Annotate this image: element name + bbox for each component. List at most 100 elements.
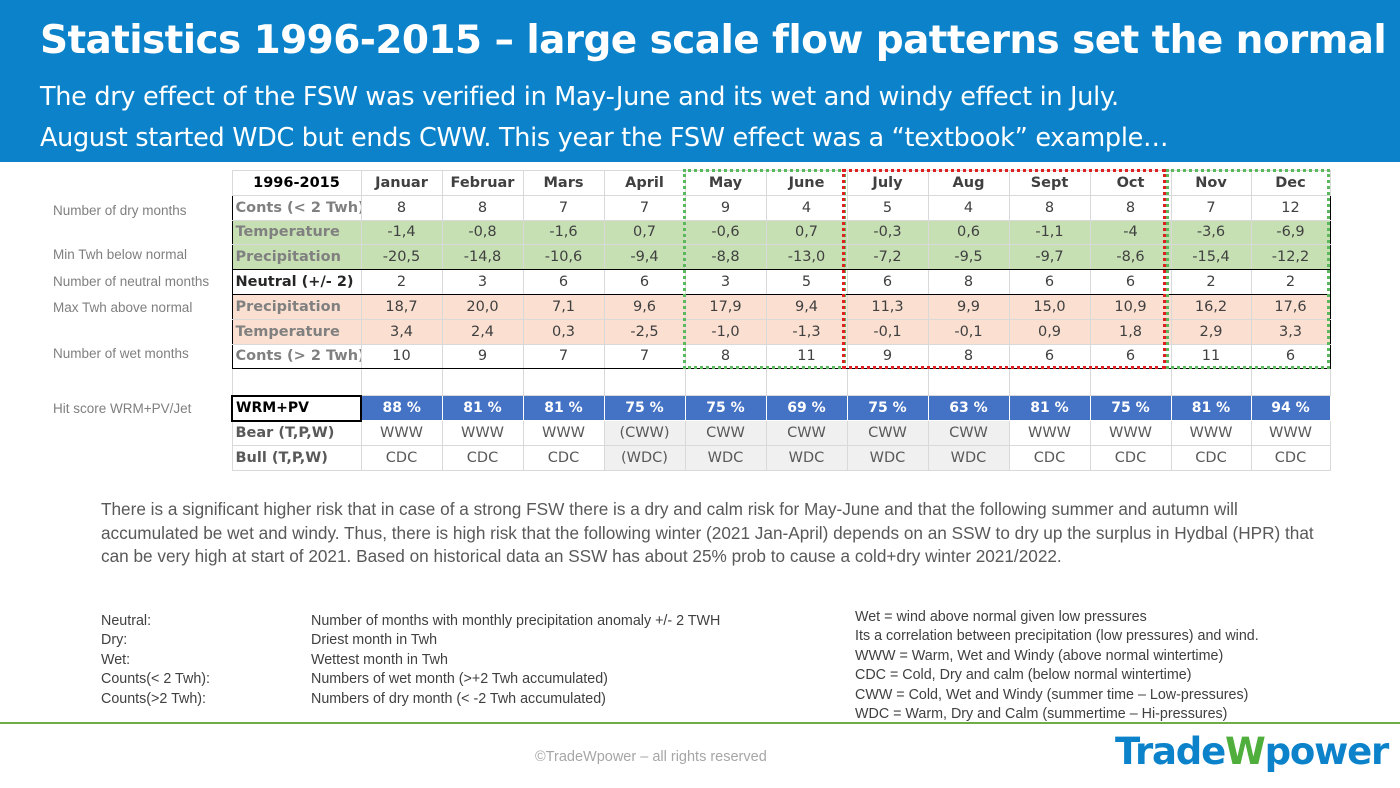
table-cell: WWW (1008, 420, 1091, 446)
table-cell: WWW (360, 420, 443, 446)
table-cell: 5 (846, 194, 929, 221)
table-cell: -1,1 (1008, 219, 1091, 246)
table-cell: 9 (846, 343, 929, 370)
table-cell: -1,6 (522, 219, 605, 246)
table-cell: 8 (360, 194, 443, 221)
table-cell: 7 (1170, 194, 1252, 221)
table-cell: 15,0 (1008, 293, 1091, 320)
table-cell: 7 (603, 194, 686, 221)
table-cell: 7,1 (522, 293, 605, 320)
table-cell: 0,9 (1008, 318, 1091, 345)
table-cell: -10,6 (522, 244, 605, 271)
table-cell: 11 (765, 343, 848, 370)
table-cell: -3,6 (1170, 219, 1252, 246)
legend-line: Its a correlation between precipitation … (855, 628, 1259, 645)
table-cell: CDC (1250, 444, 1331, 471)
table-cell: -0,8 (441, 219, 524, 246)
table-cell: 5 (765, 269, 848, 295)
table-cell: CWW (765, 420, 848, 446)
month-header: May (684, 170, 767, 196)
table-cell: 0,7 (765, 219, 848, 246)
table-cell: 7 (522, 194, 605, 221)
table-cell: WWW (522, 420, 605, 446)
table-cell: -9,5 (927, 244, 1010, 271)
table-cell: CDC (1170, 444, 1252, 471)
table-cell: 6 (1250, 343, 1331, 370)
table-cell: 6 (603, 269, 686, 295)
table-cell: 9,9 (927, 293, 1010, 320)
table-cell: -0,6 (684, 219, 767, 246)
table-cell: CDC (1089, 444, 1172, 471)
table-cell: (CWW) (603, 420, 686, 446)
table-cell: 3,4 (360, 318, 443, 345)
table-cell: -12,2 (1250, 244, 1331, 271)
table-cell: 8 (1008, 194, 1091, 221)
table-cell: 9 (441, 343, 524, 370)
table-cell: CDC (522, 444, 605, 471)
table-cell: 6 (1089, 269, 1172, 295)
table-cell: 17,6 (1250, 293, 1331, 320)
table-row-hit-score: WRM+PV 88 % 81 % 81 % 75 % 75 % 69 % 75 % 63 % 81… (231, 394, 1331, 422)
table-row-min-temperature: Temperature -1,4 -0,8 -1,6 0,7 -0,6 0,7 -0,3 0,6… (231, 219, 1331, 246)
month-header: Februar (441, 170, 524, 196)
table-row-bear: Bear (T,P,W) WWW WWW WWW (CWW) CWW CWW CWW CWW WW… (231, 420, 1331, 446)
table-cell: CDC (1008, 444, 1091, 471)
table-cell: 94 % (1250, 395, 1331, 422)
table-header-row: 1996-2015 Januar Februar Mars April May … (231, 170, 1331, 196)
table-cell: 81 % (1008, 395, 1091, 422)
table-cell: 8 (927, 343, 1010, 370)
table-cell: 9,4 (765, 293, 848, 320)
table-cell: -0,1 (927, 318, 1010, 345)
table-row-dry-counts: Conts (< 2 Twh) 8 8 7 7 9 4 5 4 8 8 7 12 (231, 194, 1331, 221)
month-header: Dec (1250, 170, 1331, 196)
table-cell: -4 (1089, 219, 1172, 246)
tradewpower-logo: TradeWpower (1115, 730, 1389, 773)
table-cell: WDC (684, 444, 767, 471)
row-header: Bear (T,P,W) (231, 420, 362, 446)
table-cell: -9,7 (1008, 244, 1091, 271)
table-cell: 6 (846, 269, 929, 295)
table-cell: 1,8 (1089, 318, 1172, 345)
table-row-neutral: Neutral (+/- 2) 2 3 6 6 3 5 6 8 6 6 2 2 (231, 269, 1331, 295)
table-cell: 2 (1170, 269, 1252, 295)
table-cell: 0,7 (603, 219, 686, 246)
footer-divider (0, 722, 1400, 724)
table-cell: 10,9 (1089, 293, 1172, 320)
table-cell: 75 % (684, 395, 767, 422)
table-cell: 2,4 (441, 318, 524, 345)
table-cell: 6 (1089, 343, 1172, 370)
table-cell: WDC (846, 444, 929, 471)
table-cell: 2,9 (1170, 318, 1252, 345)
table-cell: CDC (360, 444, 443, 471)
table-cell: 4 (927, 194, 1010, 221)
table-cell: 18,7 (360, 293, 443, 320)
table-cell: -15,4 (1170, 244, 1252, 271)
table-cell: -1,0 (684, 318, 767, 345)
table-cell: 20,0 (441, 293, 524, 320)
month-header: Mars (522, 170, 605, 196)
table-cell: 81 % (441, 395, 524, 422)
table-corner: 1996-2015 (231, 170, 362, 196)
row-label-wet: Number of wet months (53, 346, 189, 361)
table-cell: WWW (441, 420, 524, 446)
row-header: Temperature (231, 219, 362, 246)
header-banner: Statistics 1996-2015 – large scale flow … (0, 0, 1400, 162)
table-cell: 3 (441, 269, 524, 295)
month-header: Januar (360, 170, 443, 196)
table-cell: 3 (684, 269, 767, 295)
legend-line: Wet = wind above normal given low pressu… (855, 609, 1147, 625)
statistics-table: 1996-2015 Januar Februar Mars April May … (231, 170, 1331, 471)
table-cell: 75 % (603, 395, 686, 422)
row-header: Precipitation (231, 293, 362, 320)
table-cell: 6 (1008, 269, 1091, 295)
abbreviation-legend: Wet = wind above normal given low pressu… (855, 608, 1259, 724)
month-header: April (603, 170, 686, 196)
table-cell: 75 % (1089, 395, 1172, 422)
table-cell: 12 (1250, 194, 1331, 221)
row-label-hit: Hit score WRM+PV/Jet (53, 401, 192, 416)
table-cell: 9 (684, 194, 767, 221)
month-header: Aug (927, 170, 1010, 196)
table-cell: CWW (846, 420, 929, 446)
table-cell: 9,6 (603, 293, 686, 320)
legend-line: WWW = Warm, Wet and Windy (above normal … (855, 647, 1224, 664)
